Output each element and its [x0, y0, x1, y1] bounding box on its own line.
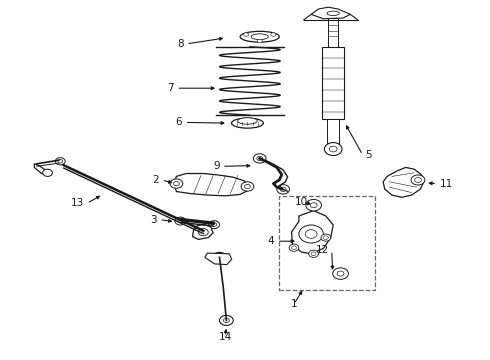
Circle shape [324, 143, 342, 156]
Circle shape [245, 184, 250, 189]
Polygon shape [311, 7, 350, 19]
Circle shape [299, 225, 323, 243]
Text: 5: 5 [365, 150, 372, 160]
Circle shape [175, 217, 186, 225]
Bar [322, 47, 344, 119]
Ellipse shape [231, 118, 264, 128]
Circle shape [170, 179, 183, 188]
Circle shape [58, 159, 63, 163]
Text: 2: 2 [152, 175, 159, 185]
Ellipse shape [240, 31, 279, 42]
Circle shape [310, 203, 317, 208]
Ellipse shape [251, 34, 269, 40]
Circle shape [212, 223, 217, 226]
Circle shape [223, 318, 229, 323]
Text: 3: 3 [150, 215, 157, 225]
Bar [328, 18, 338, 47]
Circle shape [217, 255, 222, 260]
Text: 13: 13 [71, 198, 84, 208]
Circle shape [309, 250, 318, 257]
Polygon shape [174, 174, 250, 196]
Ellipse shape [327, 11, 339, 15]
Bar [327, 119, 339, 144]
Text: 4: 4 [268, 236, 274, 246]
Text: 8: 8 [177, 39, 184, 49]
Text: 11: 11 [440, 179, 453, 189]
Text: 10: 10 [294, 197, 308, 207]
Bar [279, 196, 375, 290]
Circle shape [415, 177, 421, 183]
Circle shape [271, 33, 276, 36]
Text: 14: 14 [219, 332, 232, 342]
Circle shape [305, 230, 317, 238]
Circle shape [306, 199, 321, 211]
Circle shape [55, 158, 65, 165]
Polygon shape [292, 211, 333, 254]
Polygon shape [383, 167, 424, 197]
Text: 12: 12 [316, 245, 329, 255]
Polygon shape [193, 224, 213, 239]
Text: 9: 9 [213, 161, 220, 171]
Ellipse shape [238, 118, 257, 124]
Circle shape [244, 33, 248, 36]
Circle shape [329, 146, 337, 152]
Circle shape [173, 181, 179, 186]
Text: 6: 6 [175, 117, 182, 127]
Circle shape [43, 169, 52, 176]
Circle shape [280, 187, 286, 192]
Text: 7: 7 [167, 83, 174, 93]
Circle shape [213, 252, 226, 262]
Circle shape [257, 39, 262, 43]
Circle shape [241, 182, 254, 191]
Polygon shape [34, 164, 51, 176]
Text: 1: 1 [291, 299, 297, 309]
Circle shape [257, 156, 263, 161]
Circle shape [289, 244, 299, 251]
Circle shape [292, 246, 296, 249]
Circle shape [337, 271, 344, 276]
Circle shape [311, 252, 316, 256]
Circle shape [209, 221, 220, 229]
Circle shape [178, 219, 183, 223]
Circle shape [333, 268, 348, 279]
Circle shape [220, 315, 233, 325]
Circle shape [411, 175, 425, 185]
Circle shape [198, 229, 208, 236]
Circle shape [253, 154, 266, 163]
Circle shape [277, 185, 290, 194]
Polygon shape [205, 253, 232, 265]
Circle shape [323, 236, 328, 239]
Circle shape [321, 234, 331, 241]
